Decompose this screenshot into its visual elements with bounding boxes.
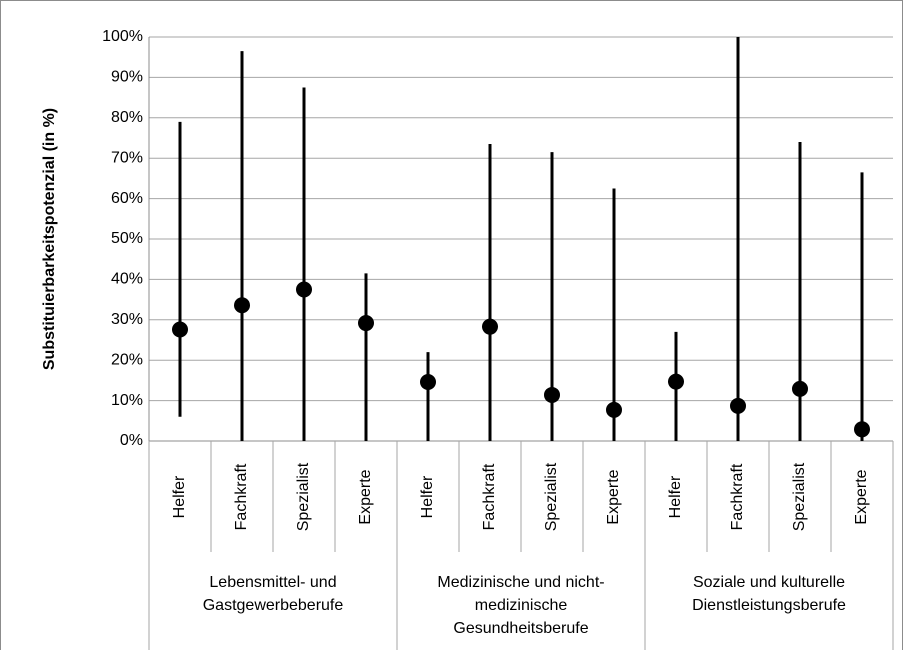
value-dot (606, 401, 622, 418)
group-label: Medizinische und nicht- (437, 574, 604, 591)
group-label: Dienstleistungsberufe (692, 597, 846, 614)
value-dot (172, 321, 188, 338)
x-tick-label: Spezialist (791, 462, 808, 531)
group-label: Soziale und kulturelle (693, 574, 845, 591)
x-tick-label: Spezialist (543, 462, 560, 531)
y-tick-label: 60% (111, 190, 143, 207)
y-tick-label: 10% (111, 392, 143, 409)
y-tick-label: 70% (111, 149, 143, 166)
value-dot (420, 374, 436, 391)
x-tick-label: Fachkraft (729, 463, 746, 530)
value-dot (792, 380, 808, 397)
value-dot (668, 373, 684, 390)
y-tick-label: 30% (111, 311, 143, 328)
y-tick-label: 40% (111, 271, 143, 288)
y-tick-label: 0% (120, 432, 143, 449)
x-tick-label: Helfer (419, 475, 436, 518)
value-dot (358, 315, 374, 332)
value-dot (544, 386, 560, 403)
value-dot (296, 281, 312, 298)
y-tick-label: 80% (111, 109, 143, 126)
value-dot (730, 397, 746, 414)
group-label: Lebensmittel- und (209, 574, 336, 591)
value-dot (482, 318, 498, 335)
x-tick-label: Helfer (667, 475, 684, 518)
x-tick-label: Fachkraft (481, 463, 498, 530)
y-axis-label: Substituierbarkeitspotenzial (in %) (41, 108, 58, 370)
x-tick-label: Experte (853, 469, 870, 524)
x-tick-label: Fachkraft (233, 463, 250, 530)
x-tick-label: Experte (605, 469, 622, 524)
y-tick-label: 20% (111, 351, 143, 368)
x-tick-label: Spezialist (295, 462, 312, 531)
group-label: medizinische (475, 597, 568, 614)
x-tick-label: Experte (357, 469, 374, 524)
group-label: Gesundheitsberufe (453, 620, 588, 637)
value-dot (854, 421, 870, 438)
x-tick-label: Helfer (171, 475, 188, 518)
group-label: Gastgewerbeberufe (203, 597, 344, 614)
value-dot (234, 297, 250, 314)
y-tick-label: 50% (111, 230, 143, 247)
y-tick-label: 90% (111, 69, 143, 86)
y-tick-label: 100% (102, 28, 143, 45)
